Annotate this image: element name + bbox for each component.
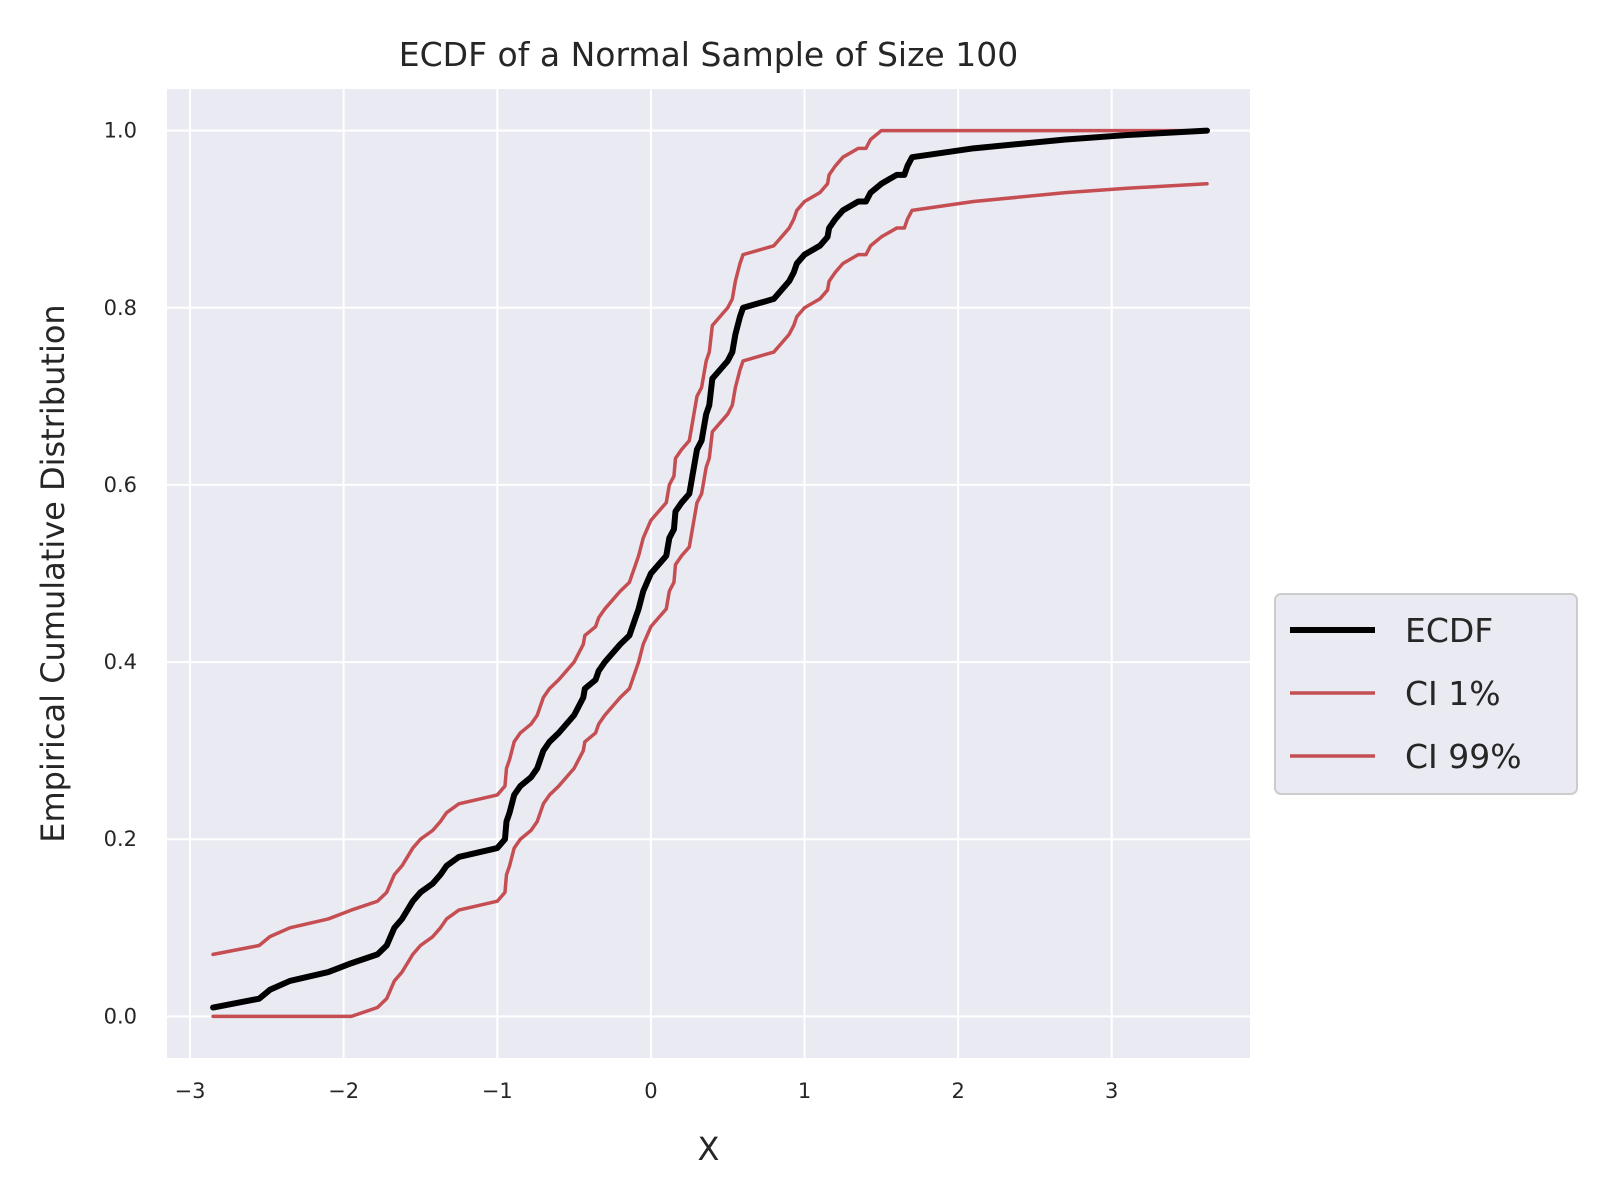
y-tick-label: 0.0 xyxy=(104,1004,137,1028)
legend-label-ecdf: ECDF xyxy=(1405,611,1493,650)
legend-label-ci-1: CI 1% xyxy=(1405,674,1501,713)
y-tick-label: 0.8 xyxy=(104,296,137,320)
legend-box xyxy=(1274,593,1578,795)
x-tick-label: 1 xyxy=(798,1079,811,1103)
ci-99-line xyxy=(211,128,1209,957)
ci-1-line xyxy=(211,182,1209,1019)
x-tick-label: 0 xyxy=(644,1079,657,1103)
x-tick-label: −3 xyxy=(175,1079,206,1103)
x-tick-label: −1 xyxy=(482,1079,513,1103)
chart-title: ECDF of a Normal Sample of Size 100 xyxy=(399,35,1018,74)
x-axis-label: X xyxy=(698,1130,720,1168)
y-tick-label: 0.2 xyxy=(104,827,137,851)
y-tick-label: 1.0 xyxy=(104,119,137,143)
plot-area xyxy=(167,89,1250,1058)
series-lines xyxy=(210,127,1210,1019)
y-axis-label: Empirical Cumulative Distribution xyxy=(34,304,72,842)
tick-labels: −3 −2 −1 0 1 2 3 0.0 0.2 0.4 0.6 0.8 1.0 xyxy=(104,119,1119,1103)
x-tick-label: −2 xyxy=(328,1079,359,1103)
y-tick-label: 0.6 xyxy=(104,473,137,497)
ecdf-line xyxy=(210,127,1210,1011)
y-tick-label: 0.4 xyxy=(104,650,137,674)
legend: ECDF CI 1% CI 99% xyxy=(1274,593,1578,795)
legend-label-ci-99: CI 99% xyxy=(1405,737,1522,776)
x-tick-label: 3 xyxy=(1105,1079,1118,1103)
x-tick-label: 2 xyxy=(951,1079,964,1103)
